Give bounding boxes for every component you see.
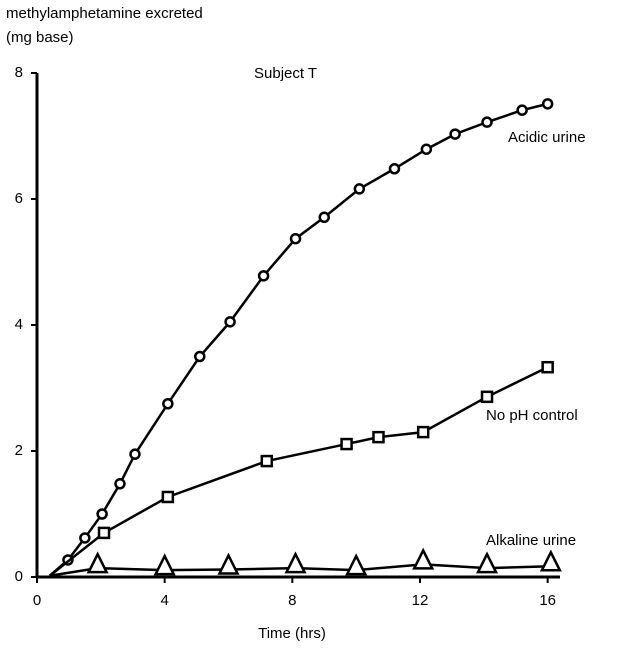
point: [289, 232, 302, 245]
point: [372, 430, 385, 444]
point: [96, 508, 108, 520]
x-axis-label: Time (hrs): [258, 625, 326, 642]
point: [79, 532, 91, 544]
point: [161, 490, 175, 504]
point: [260, 454, 274, 468]
y-axis-label: methylamphetamine excreted: [6, 5, 203, 22]
y-tick-label: 0: [15, 568, 23, 585]
point: [129, 448, 141, 460]
point: [194, 350, 206, 363]
point: [153, 553, 176, 576]
point: [114, 478, 126, 490]
point: [480, 390, 494, 404]
chart-title: Subject T: [254, 65, 317, 82]
point: [541, 98, 554, 110]
y-tick-label: 8: [15, 64, 23, 81]
y-tick-label: 2: [15, 442, 23, 459]
point: [86, 551, 109, 574]
x-tick-label: 16: [539, 592, 556, 609]
point: [284, 551, 307, 574]
point: [539, 549, 562, 572]
y-axis-label: (mg base): [6, 29, 74, 46]
point: [516, 104, 528, 116]
point: [412, 547, 435, 570]
point: [224, 316, 236, 328]
x-tick-label: 12: [412, 592, 429, 609]
y-tick-label: 4: [15, 316, 23, 333]
x-tick-label: 8: [288, 592, 296, 609]
point: [541, 360, 554, 374]
point: [449, 128, 461, 140]
y-tick-label: 6: [15, 190, 23, 207]
x-tick-label: 4: [160, 592, 168, 609]
point: [257, 270, 270, 282]
point: [388, 163, 401, 175]
series-line: [48, 102, 548, 577]
point: [217, 552, 240, 575]
x-tick-label: 0: [33, 592, 41, 609]
point: [475, 551, 499, 574]
point: [420, 143, 433, 155]
point: [97, 526, 111, 540]
point: [162, 398, 174, 410]
series-line: [48, 366, 549, 577]
point: [353, 183, 366, 195]
point: [340, 437, 353, 451]
point: [345, 553, 368, 576]
point: [481, 116, 493, 128]
point: [318, 211, 330, 224]
point: [416, 425, 430, 439]
series-label: Alkaline urine: [486, 532, 576, 549]
series-label: Acidic urine: [508, 129, 586, 146]
series-label: No pH control: [486, 407, 578, 424]
